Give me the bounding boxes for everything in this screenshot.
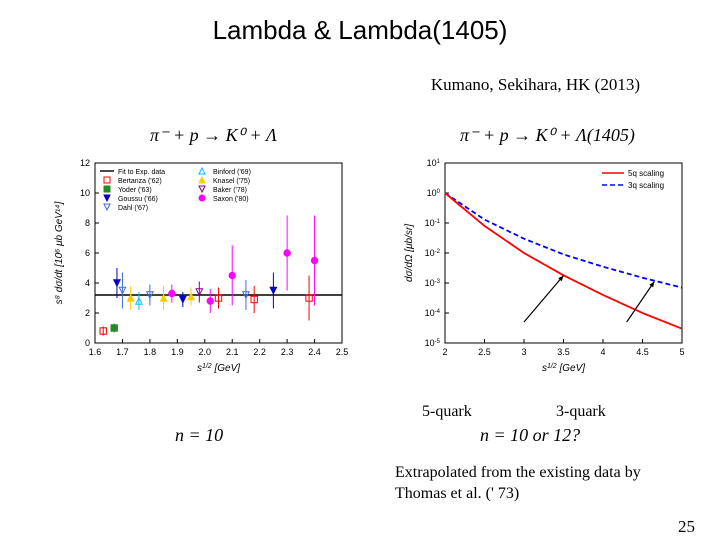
svg-text:Dahl ('67): Dahl ('67): [118, 205, 148, 212]
svg-text:2.4: 2.4: [308, 347, 321, 357]
slide-title: Lambda & Lambda(1405): [0, 15, 720, 46]
svg-text:5q scaling: 5q scaling: [628, 169, 664, 178]
svg-text:1.9: 1.9: [171, 347, 184, 357]
svg-text:8: 8: [85, 218, 90, 228]
left-chart: 1.6 1.7 1.8 1.9 2.0 2.1 2.2 2.3 2.4 2.5 0 2 4 6 8 10 12 s…: [50, 155, 350, 375]
svg-text:3q scaling: 3q scaling: [628, 181, 664, 190]
right-chart: 2 2.5 3 3.5 4 4.5 5 10-5 10-4 10-3 10-2 10-1 100 101 s…: [400, 155, 690, 375]
svg-text:4.5: 4.5: [636, 347, 649, 357]
svg-text:2.3: 2.3: [281, 347, 294, 357]
svg-text:4: 4: [85, 278, 90, 288]
svg-text:s⁸ dσ/dt [10⁶ μb GeV¹⁴]: s⁸ dσ/dt [10⁶ μb GeV¹⁴]: [54, 201, 65, 304]
label-3-quark: 3-quark: [556, 403, 606, 421]
svg-text:2: 2: [85, 308, 90, 318]
svg-text:Yoder ('63): Yoder ('63): [118, 187, 152, 194]
svg-text:5: 5: [679, 347, 684, 357]
svg-text:2.1: 2.1: [226, 347, 239, 357]
svg-text:10-4: 10-4: [425, 308, 441, 318]
svg-text:Knasel ('75): Knasel ('75): [213, 178, 250, 185]
n-equals-10-or-12: n = 10 or 12?: [480, 425, 580, 446]
svg-text:s1/2 [GeV]: s1/2 [GeV]: [197, 363, 240, 375]
svg-text:10-1: 10-1: [425, 218, 441, 228]
svg-text:1.6: 1.6: [89, 347, 102, 357]
extrapolation-note: Extrapolated from the existing data by T…: [395, 463, 695, 505]
reaction-right: π⁻ + p → K⁰ + Λ(1405): [460, 125, 635, 146]
svg-text:s1/2 [GeV]: s1/2 [GeV]: [542, 363, 585, 375]
svg-text:0: 0: [85, 338, 90, 348]
svg-text:10-5: 10-5: [425, 338, 441, 348]
svg-text:Baker ('78): Baker ('78): [213, 187, 247, 194]
svg-text:3: 3: [521, 347, 526, 357]
svg-text:2.0: 2.0: [199, 347, 212, 357]
svg-text:3.5: 3.5: [557, 347, 570, 357]
svg-text:Binford ('69): Binford ('69): [213, 169, 251, 176]
svg-text:100: 100: [427, 188, 441, 198]
svg-text:Fit to Exp. data: Fit to Exp. data: [118, 169, 165, 176]
svg-text:2.2: 2.2: [253, 347, 266, 357]
reaction-left: π⁻ + p → K⁰ + Λ: [150, 125, 277, 146]
label-5-quark: 5-quark: [422, 403, 472, 421]
svg-text:dσ/dΩ [μb/sr]: dσ/dΩ [μb/sr]: [404, 224, 415, 282]
svg-text:Saxon ('80): Saxon ('80): [213, 196, 249, 203]
svg-text:10-3: 10-3: [425, 278, 441, 288]
svg-text:12: 12: [80, 158, 90, 168]
svg-text:10-2: 10-2: [425, 248, 441, 258]
svg-text:10: 10: [80, 188, 90, 198]
n-equals-10: n = 10: [175, 425, 223, 446]
svg-text:2.5: 2.5: [336, 347, 349, 357]
svg-text:1.7: 1.7: [116, 347, 129, 357]
page-number: 25: [678, 517, 695, 537]
citation: Kumano, Sekihara, HK (2013): [431, 75, 640, 95]
svg-text:101: 101: [427, 158, 441, 168]
svg-text:1.8: 1.8: [144, 347, 157, 357]
svg-text:6: 6: [85, 248, 90, 258]
svg-text:2.5: 2.5: [478, 347, 491, 357]
svg-text:Bertanza ('62): Bertanza ('62): [118, 178, 162, 185]
svg-text:2: 2: [442, 347, 447, 357]
svg-text:4: 4: [600, 347, 605, 357]
svg-text:Goussu ('66): Goussu ('66): [118, 196, 158, 203]
